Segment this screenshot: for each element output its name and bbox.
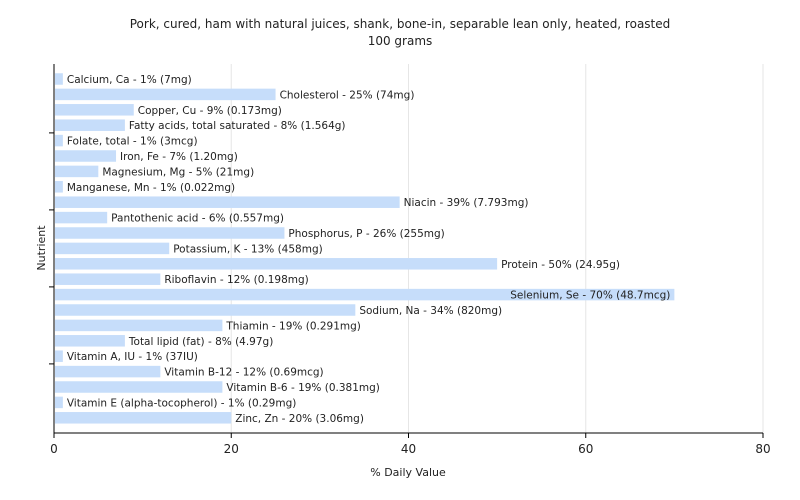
bar-label-19: Vitamin B-12 - 12% (0.69mcg): [164, 367, 323, 379]
bar-12: [55, 258, 498, 270]
bar-label-13: Riboflavin - 12% (0.198mg): [164, 274, 308, 286]
bar-label-15: Sodium, Na - 34% (820mg): [359, 305, 502, 317]
bar-18: [55, 350, 63, 362]
bar-label-11: Potassium, K - 13% (458mg): [173, 243, 323, 255]
grid-lines: [230, 64, 764, 433]
bar-17: [55, 335, 125, 347]
bar-label-21: Vitamin E (alpha-tocopherol) - 1% (0.29m…: [67, 397, 296, 409]
bar-label-18: Vitamin A, IU - 1% (37IU): [67, 351, 198, 363]
bar-16: [55, 319, 223, 332]
bar-label-14: Selenium, Se - 70% (48.7mcg): [510, 290, 670, 302]
x-axis-title: % Daily Value: [370, 466, 446, 479]
bar-label-16: Thiamin - 19% (0.291mg): [225, 320, 361, 332]
bar-9: [55, 211, 108, 224]
bar-label-2: Copper, Cu - 9% (0.173mg): [138, 105, 282, 117]
bar-21: [55, 396, 63, 409]
bar-label-9: Pantothenic acid - 6% (0.557mg): [111, 213, 284, 225]
bar-2: [55, 104, 134, 116]
bar-label-6: Magnesium, Mg - 5% (21mg): [102, 166, 254, 178]
x-tick-label-0: 0: [50, 442, 58, 456]
y-axis-title: Nutrient: [35, 225, 48, 271]
bar-13: [55, 273, 161, 285]
bar-label-20: Vitamin B-6 - 19% (0.381mg): [226, 382, 380, 394]
bar-label-3: Fatty acids, total saturated - 8% (1.564…: [129, 120, 346, 132]
x-tick-label-40: 40: [401, 442, 416, 456]
x-tick-label-80: 80: [755, 442, 770, 456]
bar-10: [55, 227, 285, 239]
bar-3: [55, 119, 125, 131]
bar-label-4: Folate, total - 1% (3mcg): [67, 136, 198, 148]
bar-label-7: Manganese, Mn - 1% (0.022mg): [67, 182, 235, 194]
bar-11: [55, 242, 170, 255]
bar-22: [55, 412, 232, 424]
bar-20: [55, 381, 223, 393]
bars-group: Calcium, Ca - 1% (7mg) Cholesterol - 25% …: [55, 73, 675, 425]
bar-14: [55, 288, 675, 301]
chart-title: Pork, cured, ham with natural juices, sh…: [130, 17, 671, 31]
bar-1: [55, 88, 276, 101]
bar-7: [55, 181, 63, 193]
bar-19: [55, 365, 161, 378]
axes-group: 0 20 40 60 80: [49, 64, 771, 456]
bar-label-10: Phosphorus, P - 26% (255mg): [288, 228, 444, 240]
bar-15: [55, 304, 356, 316]
bar-label-12: Protein - 50% (24.95g): [501, 259, 620, 271]
bar-8: [55, 196, 400, 208]
bar-0: [55, 73, 63, 85]
bar-label-8: Niacin - 39% (7.793mg): [404, 197, 529, 209]
bar-label-17: Total lipid (fat) - 8% (4.97g): [128, 336, 273, 348]
bar-label-5: Iron, Fe - 7% (1.20mg): [120, 151, 238, 163]
bar-6: [55, 165, 99, 178]
chart-subtitle: 100 grams: [368, 34, 433, 48]
bar-label-22: Zinc, Zn - 20% (3.06mg): [235, 413, 364, 425]
bar-label-1: Cholesterol - 25% (74mg): [280, 89, 415, 101]
bar-4: [55, 134, 63, 147]
x-tick-label-20: 20: [224, 442, 239, 456]
bar-5: [55, 150, 117, 162]
x-tick-label-60: 60: [578, 442, 593, 456]
bar-label-0: Calcium, Ca - 1% (7mg): [67, 74, 192, 86]
